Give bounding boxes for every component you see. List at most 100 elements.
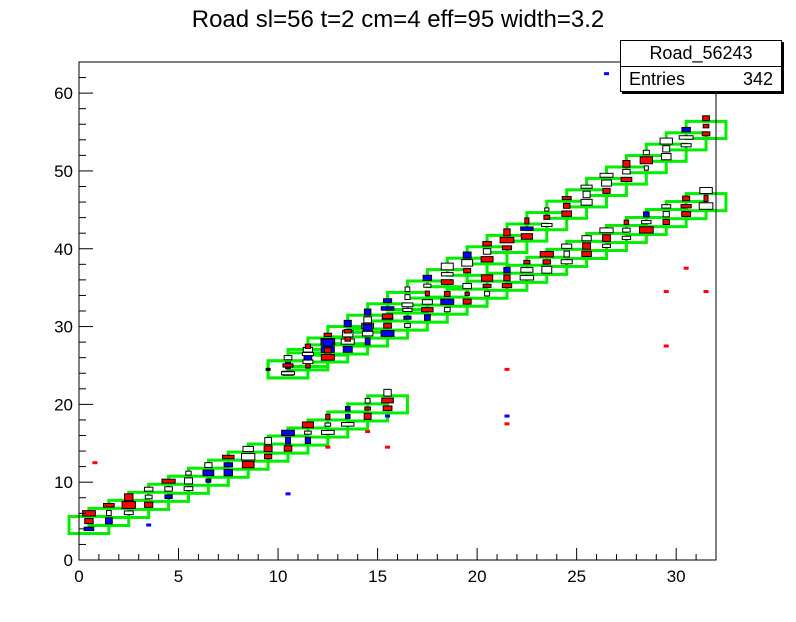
stray-hit [703,290,709,294]
hit-cell [280,371,296,376]
hit-cell [543,214,551,220]
hit-cell [341,422,355,427]
hit-cell [582,190,591,199]
hit-cell [380,306,395,311]
hit-cell [480,274,494,282]
hit-cell [520,267,534,273]
hit-cell [301,352,314,357]
hit-cell [304,343,312,349]
hit-cell [382,405,393,412]
stray-hit [504,422,510,426]
hit-cell [223,462,233,468]
hit-cell [403,315,412,320]
hit-cell [560,259,573,265]
hit-cell [602,187,611,194]
x-axis: 0 5 10 15 20 25 30 [74,548,717,586]
hit-cell [503,228,511,237]
hit-cell [241,453,256,461]
hit-cell [364,337,371,346]
hit-cell [242,445,254,453]
hit-cell [324,347,332,354]
hit-cell [503,274,511,282]
hit-cell [484,290,491,297]
hit-cell [123,510,134,516]
hit-cell [622,160,631,168]
hit-cell [599,227,614,234]
hit-cell [681,126,691,133]
hit-cell [361,330,374,337]
hit-cell [699,186,713,194]
x-tick-label: 0 [74,567,83,586]
hit-cell [623,219,630,226]
hit-cell [702,115,710,122]
hit-cell [698,202,714,210]
hit-cell [620,176,633,183]
hit-cell [381,313,394,320]
stats-entries-label: Entries [629,69,686,89]
hit-cell [364,397,371,404]
hit-cell [183,477,193,485]
stray-hit [663,290,669,294]
hit-cell [602,234,611,242]
hit-cell [641,220,652,225]
hit-cell [642,149,650,156]
hit-cell [183,486,194,492]
hit-cell [523,259,531,265]
hit-cell [205,478,212,483]
stray-hit [265,367,271,371]
hit-cell [660,153,672,161]
hit-cell [662,218,670,226]
y-tick-label: 20 [54,395,73,414]
hit-cell [581,250,592,257]
hit-cell [659,137,673,145]
hit-cell [344,336,351,342]
hit-cell [501,245,513,251]
hit-cell [164,494,173,500]
stray-hit [504,367,510,371]
hit-cell [144,501,154,508]
hit-cell [501,283,513,289]
hit-cell [499,236,515,244]
hit-cell [380,329,395,337]
hit-cell [223,468,233,477]
hit-cell [322,338,333,347]
hit-cell [282,363,294,368]
hit-cell [682,195,691,202]
hit-cell [464,291,470,296]
hit-cell [561,210,573,217]
stats-name: Road_56243 [621,41,781,67]
x-tick-label: 10 [269,567,288,586]
hit-cell [320,429,335,435]
hit-cell [681,211,692,217]
hit-cell [440,298,455,305]
hit-cell [581,235,592,242]
stray-hit [365,430,371,434]
hit-cell [519,274,535,281]
hit-cell [301,421,314,429]
hit-cell [621,235,632,241]
hit-cell [263,445,273,453]
hit-cell [639,156,653,165]
hit-cell [364,406,371,411]
hit-cell [381,397,394,404]
stray-hit [504,414,510,418]
hit-cell [503,266,511,274]
hit-cell [662,145,671,153]
hit-cell [402,307,413,312]
y-tick-label: 50 [54,162,73,181]
hit-cell [320,354,335,361]
y-tick-label: 10 [54,473,73,492]
stray-hit [604,72,610,76]
chart-title: Road sl=56 t=2 cm=4 eff=95 width=3.2 [191,6,605,33]
hit-cell [678,135,694,140]
hit-cell [283,445,293,452]
hit-cell [424,290,430,297]
y-axis: 0 10 20 30 40 50 60 [54,61,93,570]
hit-cell [701,131,711,137]
hit-cell [143,486,154,492]
hit-cell [421,299,433,305]
hit-cell [562,202,571,209]
hit-cell [204,462,213,468]
hit-cell [480,256,494,263]
hit-cell [383,388,392,397]
